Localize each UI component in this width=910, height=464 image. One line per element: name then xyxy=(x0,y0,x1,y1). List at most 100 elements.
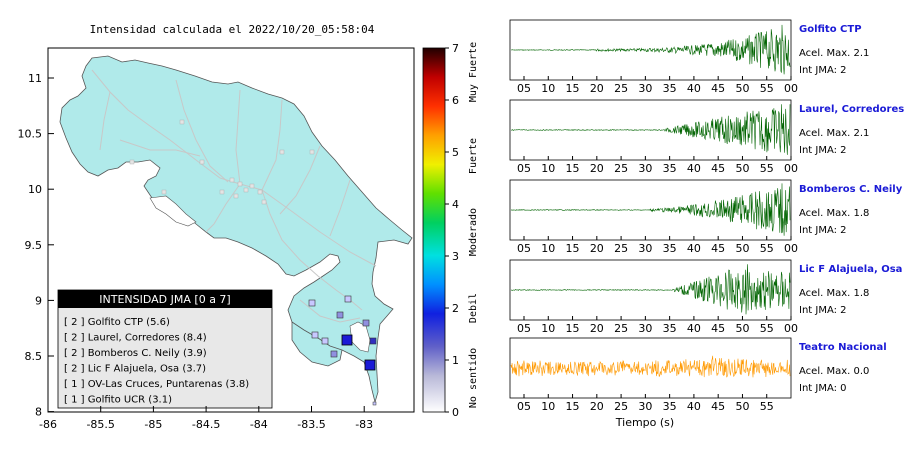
map-legend: INTENSIDAD JMA [0 a 7] [ 2 ] Golfito CTP… xyxy=(57,289,273,409)
station-marker xyxy=(372,401,377,406)
map-panel: INTENSIDAD JMA [0 a 7] [ 2 ] Golfito CTP… xyxy=(18,47,415,431)
colorbar-level-label: No sentido xyxy=(468,348,479,408)
station-name: Golfito CTP xyxy=(799,24,862,35)
legend-item: [ 1 ] Golfito UCR (3.1) xyxy=(64,395,172,406)
seismogram-tick-label: 00 xyxy=(784,322,798,335)
map-y-tick-label: 10 xyxy=(28,183,42,196)
seismogram-tick-label: 45 xyxy=(711,400,725,413)
seismo-xlabel: Tiempo (s) xyxy=(615,416,674,429)
seismogram-tick-label: 30 xyxy=(638,400,652,413)
seismogram-tick-label: 10 xyxy=(541,242,555,255)
station-markers xyxy=(308,295,377,406)
colorbar-tick-label: 4 xyxy=(452,198,459,211)
seismogram-tick-label: 10 xyxy=(541,82,555,95)
seismogram-tick-label: 40 xyxy=(687,400,701,413)
station-marker xyxy=(308,299,316,307)
legend-item: [ 2 ] Lic F Alajuela, Osa (3.7) xyxy=(64,364,206,375)
map-y-tick-label: 11 xyxy=(28,72,42,85)
map-y-tick-label: 8 xyxy=(35,406,42,419)
colorbar-level-label: Debil xyxy=(468,293,479,323)
seismogram-tick-label: 25 xyxy=(614,82,628,95)
seismogram-trace xyxy=(511,24,791,75)
seismogram-trace xyxy=(510,264,791,315)
station-marker-strong xyxy=(364,359,376,371)
seismogram-tick-label: 55 xyxy=(760,322,774,335)
seismogram-tick-label: 00 xyxy=(784,242,798,255)
seismogram-tick-label: 30 xyxy=(638,162,652,175)
seismogram-tick-label: 20 xyxy=(590,82,604,95)
seismogram-tick-label: 15 xyxy=(566,82,580,95)
station-accel: Acel. Max. 1.8 xyxy=(799,288,869,299)
seismogram-tick-label: 40 xyxy=(687,242,701,255)
seismogram-tick-label: 35 xyxy=(663,82,677,95)
seismogram-tick-label: 50 xyxy=(735,242,749,255)
seismogram-tick-label: 40 xyxy=(687,82,701,95)
station-marker xyxy=(344,295,352,303)
seismogram-tick-label: 25 xyxy=(614,162,628,175)
map-x-tick-label: -83 xyxy=(355,418,373,431)
map-y-tick-label: 8.5 xyxy=(25,350,43,363)
colorbar-tick-label: 1 xyxy=(452,354,459,367)
seismogram-tick-label: 55 xyxy=(760,242,774,255)
seismogram-tick-label: 15 xyxy=(566,400,580,413)
seismogram-tick-label: 35 xyxy=(663,242,677,255)
station-name: Lic F Alajuela, Osa xyxy=(799,264,902,275)
station-marker xyxy=(369,337,377,345)
seismogram-tick-label: 55 xyxy=(760,162,774,175)
seismogram-tick-label: 55 xyxy=(760,400,774,413)
map-x-tick-label: -84.5 xyxy=(192,418,220,431)
station-intensity: Int JMA: 2 xyxy=(799,65,847,76)
seismogram-panel: 05 10 15 20 25 30 35 40 45 50 55 00 Lic F Alajuela, … xyxy=(509,259,902,335)
seismogram-panel: 05 10 15 20 25 30 35 40 45 50 55 Teatro Nacional Ace… xyxy=(509,337,887,413)
colorbar-level-label: Muy Fuerte xyxy=(468,42,479,102)
seismogram-tick-label: 15 xyxy=(566,322,580,335)
map-frame xyxy=(47,47,415,413)
seismogram-tick-label: 50 xyxy=(735,400,749,413)
legend-items: [ 2 ] Golfito CTP (5.6) [ 2 ] Laurel, Cor… xyxy=(64,317,249,406)
seismogram-tick-label: 15 xyxy=(566,162,580,175)
seismogram-tick-label: 05 xyxy=(517,82,531,95)
seismogram-tick-label: 20 xyxy=(590,400,604,413)
map-x-tick-label: -84 xyxy=(250,418,268,431)
station-marker xyxy=(311,331,319,339)
legend-header xyxy=(58,290,272,308)
seismogram-tick-label: 50 xyxy=(735,322,749,335)
seismogram-tick-label: 30 xyxy=(638,322,652,335)
seismogram-tick-label: 45 xyxy=(711,162,725,175)
colorbar-level-label: Moderado xyxy=(468,208,479,256)
legend-item: [ 1 ] OV-Las Cruces, Puntarenas (3.8) xyxy=(64,379,249,390)
colorbar-tick-label: 2 xyxy=(452,302,459,315)
map-title: Intensidad calculada el 2022/10/20_05:58… xyxy=(90,23,375,36)
colorbar-level-label: Fuerte xyxy=(468,138,479,174)
station-name: Laurel, Corredores xyxy=(799,104,904,115)
seismogram-tick-label: 05 xyxy=(517,242,531,255)
seismogram-tick-label: 55 xyxy=(760,82,774,95)
colorbar-ticks: 0 1 2 3 4 5 6 7 xyxy=(445,42,459,419)
gulf-dulce xyxy=(349,321,371,353)
seismogram-tick-label: 30 xyxy=(638,82,652,95)
legend-box xyxy=(57,289,273,409)
seismogram-tick-label: 10 xyxy=(541,322,555,335)
legend-item: [ 2 ] Bomberos C. Neily (3.9) xyxy=(64,348,207,359)
station-accel: Acel. Max. 0.0 xyxy=(799,366,869,377)
seismogram-tick-label: 30 xyxy=(638,242,652,255)
map-x-tick-label: -86 xyxy=(39,418,57,431)
colorbar-tick-label: 3 xyxy=(452,250,459,263)
colorbar-tick-label: 6 xyxy=(452,94,459,107)
colorbar-tick-label: 0 xyxy=(452,406,459,419)
station-intensity: Int JMA: 2 xyxy=(799,305,847,316)
station-name: Bomberos C. Neily xyxy=(799,184,903,195)
seismogram-tick-label: 20 xyxy=(590,242,604,255)
seismogram-tick-label: 35 xyxy=(663,162,677,175)
station-accel: Acel. Max. 2.1 xyxy=(799,128,869,139)
map-x-tick-label: -85.5 xyxy=(86,418,114,431)
seismogram-panel: 05 10 15 20 25 30 35 40 45 50 55 00 Golfito CTP Acel.… xyxy=(509,19,869,95)
station-marker xyxy=(362,319,370,327)
legend-item: [ 2 ] Golfito CTP (5.6) xyxy=(64,317,170,328)
colorbar: 0 1 2 3 4 5 6 7 No sentido Debil Moderado Fuerte Mu… xyxy=(422,42,479,419)
colorbar-gradient xyxy=(422,47,446,413)
seismogram-tick-label: 25 xyxy=(614,322,628,335)
seismogram-tick-label: 25 xyxy=(614,242,628,255)
seismogram-tick-label: 05 xyxy=(517,400,531,413)
